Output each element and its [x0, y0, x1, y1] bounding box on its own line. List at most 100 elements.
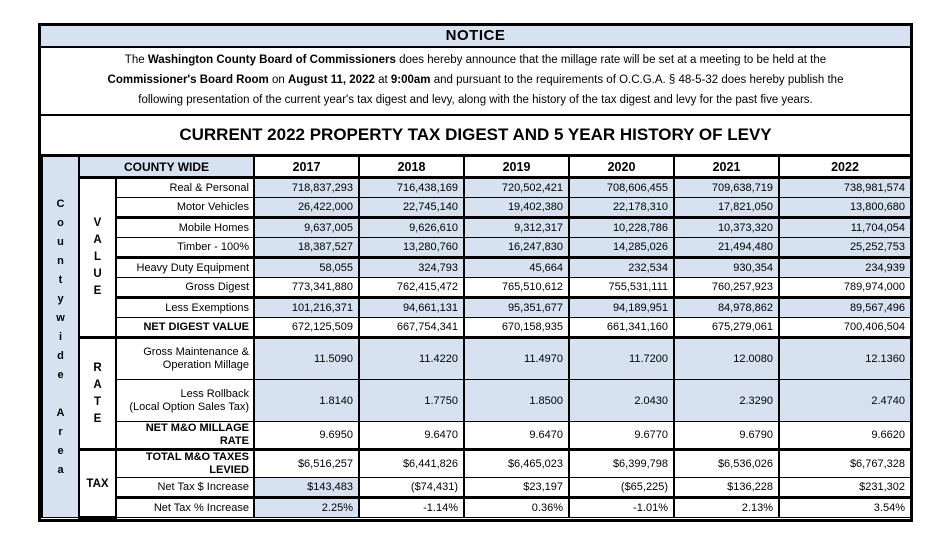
row-label: Net Tax % Increase	[115, 497, 255, 518]
value-cell: 667,754,341	[358, 317, 465, 339]
value-cell: 2.4740	[778, 379, 912, 422]
value-cell: 675,279,061	[673, 317, 780, 339]
notice-text: The	[124, 54, 148, 66]
value-cell: 760,257,923	[673, 277, 780, 299]
value-cell: 19,402,380	[463, 197, 570, 219]
year-header: 2019	[463, 155, 570, 179]
county-wide-header: COUNTY WIDE	[78, 155, 255, 179]
value-cell: 14,285,026	[568, 237, 675, 259]
notice-text-bold: Washington County Board of Commissioners	[147, 54, 396, 66]
value-cell: 1.8140	[253, 379, 360, 422]
row-label: NET DIGEST VALUE	[115, 317, 255, 339]
value-cell: 9,626,610	[358, 217, 465, 238]
value-cell: 12.1360	[778, 337, 912, 380]
row-label: Motor Vehicles	[115, 197, 255, 219]
value-cell: 95,351,677	[463, 297, 570, 318]
table-row: Gross Digest 773,341,880 762,415,472 765,51…	[42, 277, 912, 299]
value-cell: 9.6470	[358, 421, 465, 451]
value-cell: 11.7200	[568, 337, 675, 380]
value-cell: 672,125,509	[253, 317, 360, 339]
table-row: Mobile Homes 9,637,005 9,626,610 9,312,317 1…	[42, 217, 912, 238]
table-row: Net Tax % Increase 2.25% -1.14% 0.36% -1.01%…	[42, 497, 912, 518]
value-cell: 700,406,504	[778, 317, 912, 339]
value-cell: $6,399,798	[568, 449, 675, 478]
row-label: Heavy Duty Equipment	[115, 257, 255, 278]
table-row: Timber - 100% 18,387,527 13,280,760 16,247,…	[42, 237, 912, 259]
row-label: Timber - 100%	[115, 237, 255, 259]
value-cell: ($74,431)	[358, 477, 465, 499]
value-cell: $6,516,257	[253, 449, 360, 478]
value-cell: 789,974,000	[778, 277, 912, 299]
table-row: Net Tax $ Increase $143,483 ($74,431) $23,1…	[42, 477, 912, 499]
value-cell: 0.36%	[463, 497, 570, 518]
value-cell: 1.8500	[463, 379, 570, 422]
table-row: Less Rollback (Local Option Sales Tax) 1.8…	[42, 379, 912, 422]
value-cell: 16,247,830	[463, 237, 570, 259]
notice-text-bold: Commissioner's Board Room	[107, 74, 269, 86]
value-cell: 11.4220	[358, 337, 465, 380]
value-cell: 773,341,880	[253, 277, 360, 299]
notice-text: at	[374, 74, 391, 86]
page-title: CURRENT 2022 PROPERTY TAX DIGEST AND 5 Y…	[179, 125, 772, 144]
row-label: Less Rollback (Local Option Sales Tax)	[115, 379, 255, 422]
value-cell: 716,438,169	[358, 177, 465, 198]
value-cell: 10,373,320	[673, 217, 780, 238]
value-cell: 709,638,719	[673, 177, 780, 198]
value-cell: 9.6620	[778, 421, 912, 451]
value-cell: 755,531,111	[568, 277, 675, 299]
table-row: Motor Vehicles 26,422,000 22,745,140 19,402…	[42, 197, 912, 219]
value-cell: 13,800,680	[778, 197, 912, 219]
value-cell: $6,465,023	[463, 449, 570, 478]
value-cell: 11,704,054	[778, 217, 912, 238]
value-cell: 718,837,293	[253, 177, 360, 198]
value-cell: 232,534	[568, 257, 675, 278]
value-cell: 2.0430	[568, 379, 675, 422]
value-cell: 22,745,140	[358, 197, 465, 219]
notice-text-line: Commissioner's Board Room on August 11, …	[49, 70, 902, 90]
notice-text-bold: 9:00am	[390, 74, 431, 86]
row-label: Mobile Homes	[115, 217, 255, 238]
value-cell: -1.14%	[358, 497, 465, 518]
value-cell: 9.6770	[568, 421, 675, 451]
row-label: Net Tax $ Increase	[115, 477, 255, 499]
value-cell: 11.4970	[463, 337, 570, 380]
row-label: Gross Digest	[115, 277, 255, 299]
value-cell: $6,536,026	[673, 449, 780, 478]
table-row: NET DIGEST VALUE 672,125,509 667,754,341 67…	[42, 317, 912, 339]
row-label: NET M&O MILLAGE RATE	[115, 421, 255, 451]
value-cell: 1.7750	[358, 379, 465, 422]
value-cell: 21,494,480	[673, 237, 780, 259]
value-cell: 2.13%	[673, 497, 780, 518]
value-cell: 670,158,935	[463, 317, 570, 339]
value-cell: 2.3290	[673, 379, 780, 422]
value-cell: $136,228	[673, 477, 780, 499]
value-cell: 25,252,753	[778, 237, 912, 259]
value-cell: 3.54%	[778, 497, 912, 518]
notice-text-line: following presentation of the current ye…	[49, 90, 902, 110]
table-row: TAX TOTAL M&O TAXES LEVIED $6,516,257 $6,44…	[42, 449, 912, 519]
notice-text: does hereby announce that the millage ra…	[395, 54, 827, 66]
value-cell: 11.5090	[253, 337, 360, 380]
value-cell: 9,637,005	[253, 217, 360, 238]
value-cell: 930,354	[673, 257, 780, 278]
year-header: 2022	[778, 155, 912, 179]
table-row: NET M&O MILLAGE RATE 9.6950 9.6470 9.6470 9.…	[42, 421, 912, 451]
year-header: 2017	[253, 155, 360, 179]
row-label: Real & Personal	[115, 177, 255, 198]
value-cell: 9.6470	[463, 421, 570, 451]
notice-paragraph: The Washington County Board of Commissio…	[41, 48, 910, 116]
notice-header: NOTICE	[41, 26, 910, 48]
value-cell: -1.01%	[568, 497, 675, 518]
value-cell: 762,415,472	[358, 277, 465, 299]
table-row: Less Exemptions 101,216,371 94,661,131 95,3…	[42, 297, 912, 318]
year-header: 2020	[568, 155, 675, 179]
value-cell: 234,939	[778, 257, 912, 278]
value-cell: 738,981,574	[778, 177, 912, 198]
notice-text: following presentation of the current ye…	[138, 94, 813, 106]
value-cell: 84,978,862	[673, 297, 780, 318]
value-cell: 765,510,612	[463, 277, 570, 299]
notice-text-bold: August 11, 2022	[287, 74, 375, 86]
